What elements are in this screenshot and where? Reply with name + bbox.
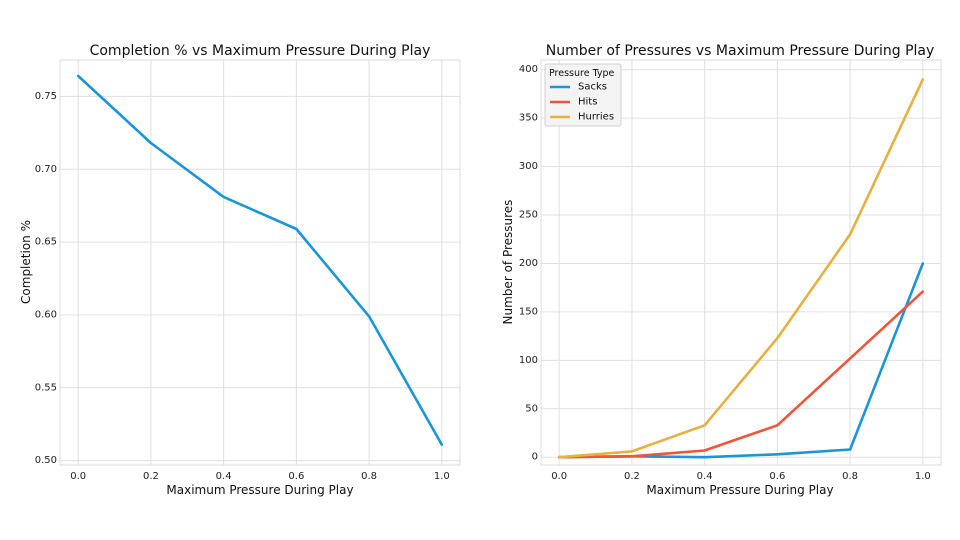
- x-tick-label: 0.6: [769, 471, 785, 482]
- chart-title: Completion % vs Maximum Pressure During …: [90, 43, 431, 59]
- plot-area: [60, 60, 460, 465]
- y-axis-label: Number of Pressures: [501, 200, 515, 325]
- y-ticks: 0.50 0.55 0.60 0.65 0.70 0.75: [35, 91, 57, 466]
- y-tick-label: 200: [519, 258, 538, 269]
- x-tick-label: 0.2: [143, 471, 159, 482]
- y-tick-label: 350: [519, 113, 538, 124]
- plot-frame: [540, 59, 942, 466]
- completion-chart: 0.0 0.2 0.4 0.6 0.8 1.0 0.500.550.600.650.700…: [19, 43, 461, 497]
- x-axis-label: Maximum Pressure During Play: [166, 483, 353, 497]
- legend: Pressure Type Sacks Hits Hurries: [544, 63, 622, 127]
- y-tick-label: 150: [519, 306, 538, 317]
- x-tick-label: 0.8: [361, 471, 377, 482]
- series-group: [557, 78, 925, 459]
- x-ticks: 0.0 0.2 0.4 0.6 0.8 1.0: [70, 471, 450, 482]
- x-ticks: 0.0 0.2 0.4 0.6 0.8 1.0: [551, 471, 931, 482]
- y-tick-label: 0.75: [35, 91, 57, 102]
- y-tick-label: 0.55: [35, 382, 57, 393]
- plot-area: [541, 60, 941, 465]
- y-tick-label: 400: [519, 64, 538, 75]
- x-tick-label: 0.4: [216, 471, 232, 482]
- series-line-hits: [557, 290, 925, 459]
- x-tick-label: 0.0: [551, 471, 567, 482]
- plot-frame: [59, 59, 461, 466]
- legend-label: Hits: [578, 97, 597, 108]
- y-tick-label: 300: [519, 161, 538, 172]
- x-tick-label: 1.0: [434, 471, 450, 482]
- y-tick-label: 0.65: [35, 237, 57, 248]
- y-tick-label: 0: [532, 452, 538, 463]
- y-tick-label: 0.50: [35, 455, 57, 466]
- legend-box: [544, 63, 622, 127]
- x-axis-label: Maximum Pressure During Play: [646, 483, 833, 497]
- y-tick-label: 50: [525, 403, 538, 414]
- grid: [60, 60, 460, 465]
- y-tick-label: 100: [519, 355, 538, 366]
- y-tick-label: 250: [519, 210, 538, 221]
- legend-title: Pressure Type: [549, 68, 615, 79]
- pressures-chart: 0.0 0.2 0.4 0.6 0.8 1.0 0 50 100 150 200 250 300 350…: [501, 43, 942, 497]
- x-tick-label: 0.8: [842, 471, 858, 482]
- y-tick-label: 0.60: [35, 309, 57, 320]
- x-tick-label: 0.2: [624, 471, 640, 482]
- series-group: [76, 74, 444, 446]
- series-line-hurries: [557, 78, 925, 459]
- y-ticks: 0 50 100 150 200 250 300 350 400: [519, 64, 538, 463]
- series-line-completion: [76, 74, 444, 446]
- x-tick-label: 1.0: [915, 471, 931, 482]
- y-axis-label: Completion %: [19, 220, 33, 304]
- chart-title: Number of Pressures vs Maximum Pressure …: [546, 43, 935, 59]
- x-tick-label: 0.6: [288, 471, 304, 482]
- legend-label: Sacks: [578, 82, 607, 93]
- legend-label: Hurries: [578, 112, 614, 123]
- x-tick-label: 0.4: [697, 471, 713, 482]
- x-tick-label: 0.0: [70, 471, 86, 482]
- y-tick-label: 0.70: [35, 164, 57, 175]
- legend-items: Sacks Hits Hurries: [550, 82, 614, 123]
